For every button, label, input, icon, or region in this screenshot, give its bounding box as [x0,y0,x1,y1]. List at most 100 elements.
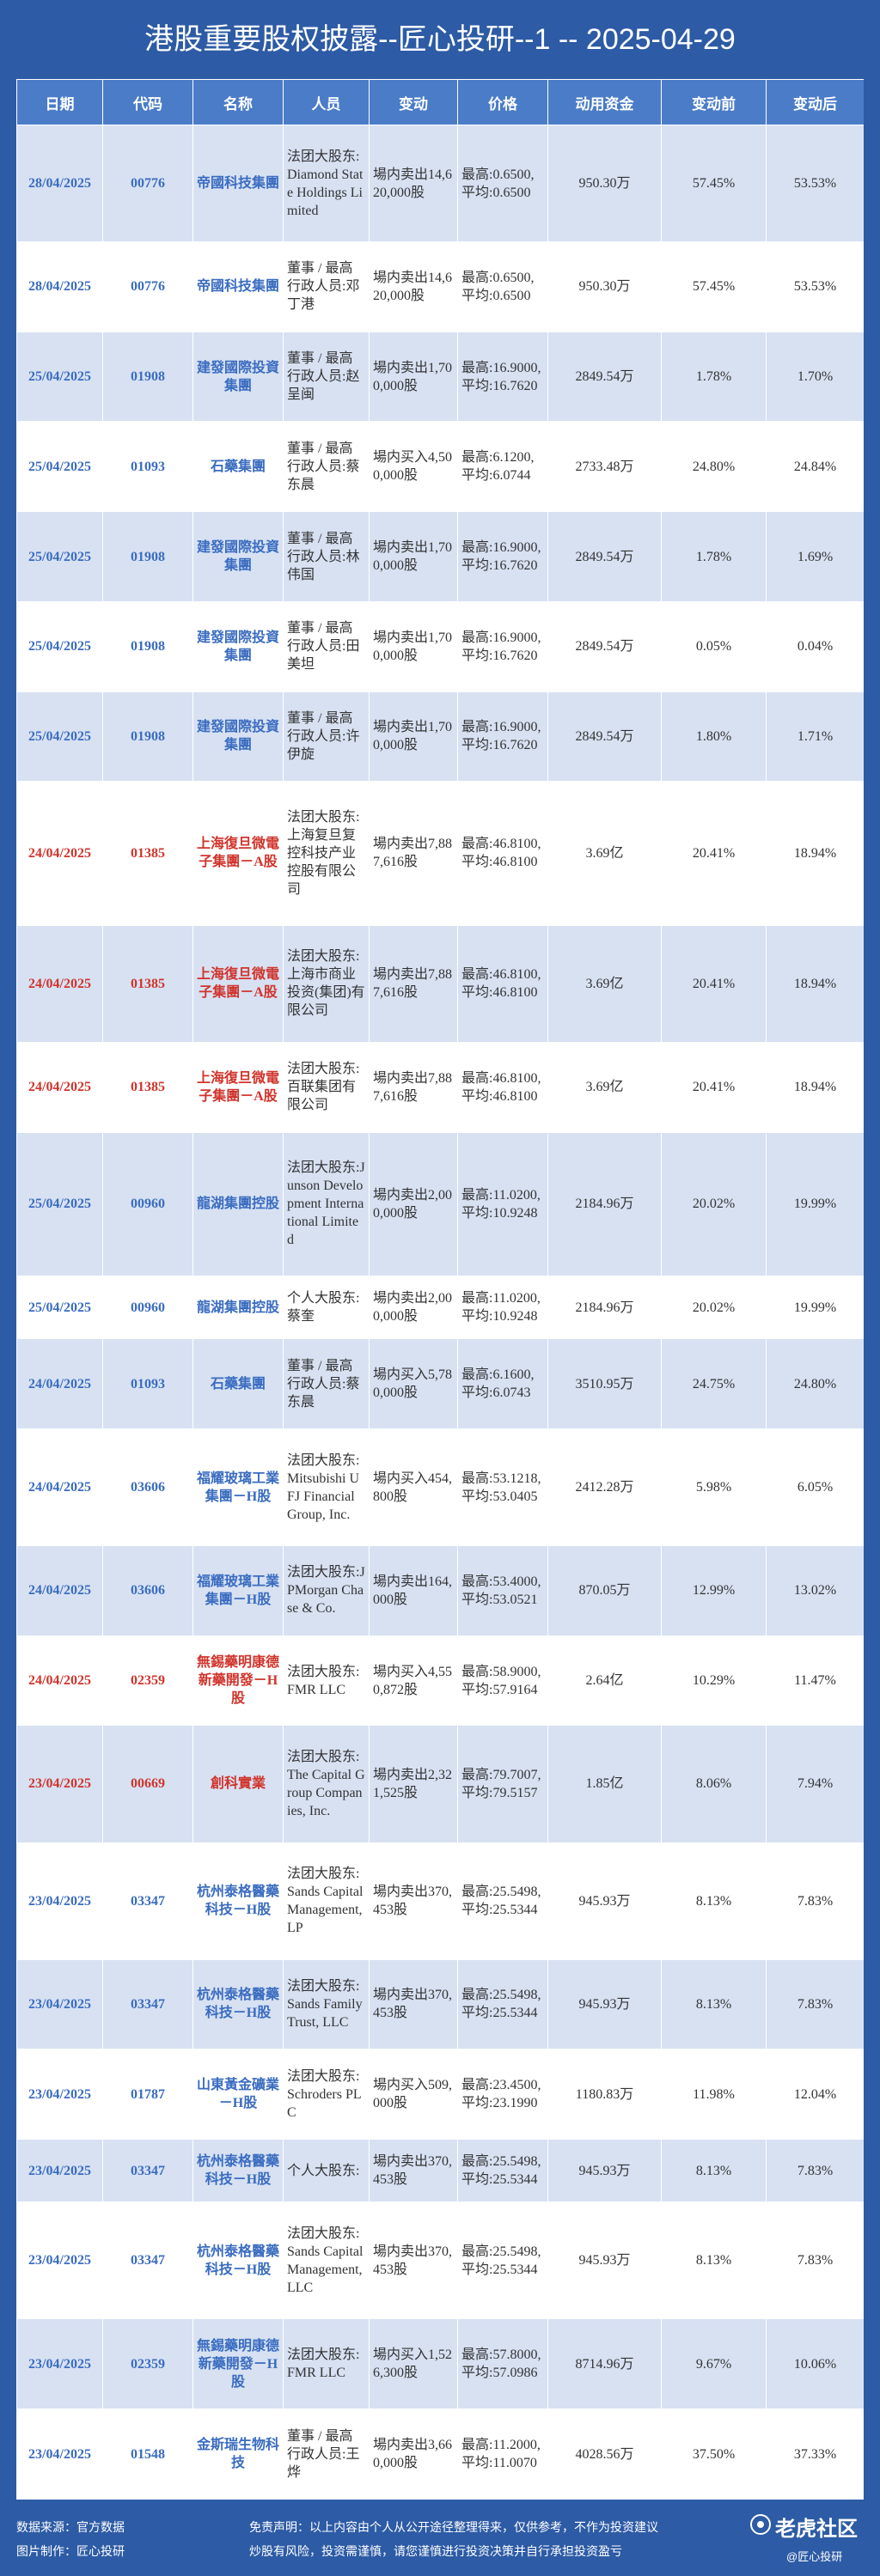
table-cell: 法团大股东:JPMorgan Chase & Co. [283,1545,370,1636]
table-row: 24/04/2025 01385 上海復旦微電子集團－A股 法团大股东:上海复旦复控科… [16,781,864,926]
table-cell: 建發國際投資集團 [192,511,284,602]
table-row: 28/04/2025 00776 帝國科技集團 法团大股东:Diamond State… [16,124,864,243]
footer: 数据来源：官方数据 图片制作：匠心投研 免责声明：以上内容由个人从公开途径整理得… [0,2500,880,2576]
table-cell: 01787 [102,2049,193,2140]
table-cell: 最高:11.2000,平均:11.0070 [457,2409,548,2500]
table-cell: 2.64亿 [547,1635,662,1726]
table-cell: 建發國際投資集團 [192,691,284,783]
maker: 图片制作：匠心投研 [16,2544,125,2558]
table-cell: 2849.54万 [547,691,662,783]
table-box: 日期 代码 名称 人员 变动 价格 动用资金 变动前 变动后 28/04/2025 00776 帝國… [16,79,864,2500]
table-row: 23/04/2025 02359 無錫藥明康德新藥開發－H股 法团大股东:FMR LL… [16,2318,864,2410]
table-cell: 法团大股东:FMR LLC [283,2318,370,2410]
table-cell: 法团大股东:Diamond State Holdings Limited [283,124,370,243]
table-cell: 19.99% [766,1131,864,1276]
table-cell: 法团大股东:Sands Capital Management, LLC [283,2201,370,2320]
disclosure-table: 日期 代码 名称 人员 变动 价格 动用资金 变动前 变动后 28/04/2025 00776 帝國… [16,79,864,2500]
table-cell: 5.98% [661,1428,767,1547]
table-cell: 950.30万 [547,124,662,243]
table-cell: 1.78% [661,331,767,423]
table-cell: 福耀玻璃工業集團－H股 [192,1545,284,1636]
table-row: 23/04/2025 03347 杭州泰格醫藥科技－H股 个人大股东: 場内卖出370,… [16,2138,864,2203]
table-cell: 9.67% [661,2318,767,2410]
table-cell: 最高:11.0200,平均:10.9248 [457,1131,548,1276]
table-cell: 董事 / 最高行政人员:赵呈闽 [283,331,370,423]
table-cell: 01908 [102,600,193,692]
table-cell: 最高:46.8100,平均:46.8100 [457,1041,548,1133]
table-cell: 3.69亿 [547,1041,662,1133]
table-cell: 帝國科技集團 [192,241,284,332]
table-row: 25/04/2025 01908 建發國際投資集團 董事 / 最高行政人员:许伊旋 場内… [16,691,864,783]
table-cell: 1.70% [766,331,864,423]
table-cell: 場内卖出7,887,616股 [369,924,458,1043]
table-cell: 法团大股东:Schroders PLC [283,2049,370,2140]
column-header: 日期 [16,79,103,125]
table-cell: 3.69亿 [547,924,662,1043]
table-cell: 石藥集團 [192,1338,284,1429]
table-cell: 8.13% [661,2201,767,2320]
table-cell: 杭州泰格醫藥科技－H股 [192,2138,284,2203]
table-cell: 03347 [102,2201,193,2320]
table-cell: 0.05% [661,600,767,692]
table-cell: 02359 [102,2318,193,2410]
table-cell: 24/04/2025 [16,1545,103,1636]
table-cell: 25/04/2025 [16,1275,103,1340]
table-cell: 場内买入4,550,872股 [369,1635,458,1726]
table-cell: 最高:53.4000,平均:53.0521 [457,1545,548,1636]
table-cell: 法团大股东:百联集团有限公司 [283,1041,370,1133]
table-cell: 最高:16.9000,平均:16.7620 [457,511,548,602]
table-cell: 01908 [102,691,193,783]
table-cell: 12.04% [766,2049,864,2140]
table-cell: 7.83% [766,1842,864,1960]
table-cell: 945.93万 [547,1958,662,2050]
table-cell: 24/04/2025 [16,924,103,1043]
table-cell: 28/04/2025 [16,241,103,332]
table-cell: 7.83% [766,1958,864,2050]
table-cell: 法团大股东:The Capital Group Companies, Inc. [283,1725,370,1843]
source: 数据来源：官方数据 [16,2520,125,2534]
table-cell: 無錫藥明康德新藥開發－H股 [192,1635,284,1726]
table-row: 25/04/2025 01093 石藥集團 董事 / 最高行政人员:蔡东晨 場内买入4,… [16,421,864,513]
table-cell: 董事 / 最高行政人员:林伟国 [283,511,370,602]
table-cell: 場内卖出2,000,000股 [369,1275,458,1340]
table-cell: 24.80% [766,1338,864,1429]
table-cell: 37.50% [661,2409,767,2500]
table-cell: 19.99% [766,1275,864,1340]
table-cell: 場内卖出370,453股 [369,1958,458,2050]
table-cell: 23/04/2025 [16,2138,103,2203]
table-cell: 最高:58.9000,平均:57.9164 [457,1635,548,1726]
table-cell: 01548 [102,2409,193,2500]
table-cell: 場内卖出1,700,000股 [369,691,458,783]
table-cell: 03606 [102,1545,193,1636]
header-row: 日期 代码 名称 人员 变动 价格 动用资金 变动前 变动后 [16,79,864,125]
table-cell: 11.47% [766,1635,864,1726]
table-cell: 25/04/2025 [16,600,103,692]
table-cell: 山東黃金礦業－H股 [192,2049,284,2140]
table-cell: 董事 / 最高行政人员:蔡东晨 [283,421,370,513]
table-cell: 11.98% [661,2049,767,2140]
table-cell: 1.85亿 [547,1725,662,1843]
table-cell: 3.69亿 [547,781,662,926]
table-cell: 最高:0.6500,平均:0.6500 [457,124,548,243]
table-cell: 03606 [102,1428,193,1547]
table-cell: 23/04/2025 [16,2409,103,2500]
table-cell: 最高:25.5498,平均:25.5344 [457,2138,548,2203]
table-cell: 25/04/2025 [16,511,103,602]
table-cell: 場内卖出2,000,000股 [369,1131,458,1276]
table-cell: 杭州泰格醫藥科技－H股 [192,1842,284,1960]
table-cell: 00960 [102,1131,193,1276]
table-cell: 0.04% [766,600,864,692]
table-cell: 杭州泰格醫藥科技－H股 [192,2201,284,2320]
table-cell: 法团大股东:Mitsubishi UFJ Financial Group, In… [283,1428,370,1547]
table-cell: 24.75% [661,1338,767,1429]
table-cell: 8.13% [661,1958,767,2050]
table-cell: 上海復旦微電子集團－A股 [192,1041,284,1133]
table-cell: 4028.56万 [547,2409,662,2500]
table-row: 23/04/2025 01787 山東黃金礦業－H股 法团大股东:Schroders … [16,2049,864,2140]
table-cell: 950.30万 [547,241,662,332]
table-cell: 10.06% [766,2318,864,2410]
table-cell: 01385 [102,781,193,926]
table-cell: 1.78% [661,511,767,602]
table-cell: 02359 [102,1635,193,1726]
table-cell: 8.13% [661,2138,767,2203]
